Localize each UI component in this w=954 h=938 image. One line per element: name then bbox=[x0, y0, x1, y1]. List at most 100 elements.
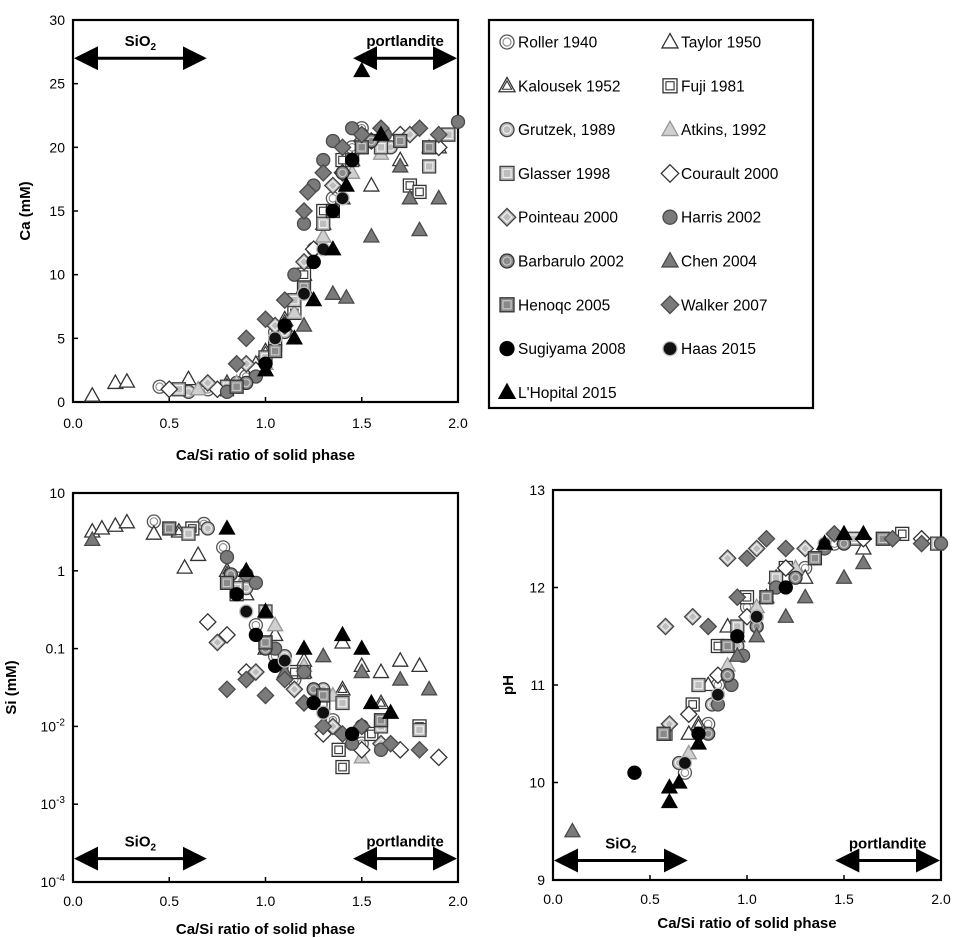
data-point bbox=[306, 695, 321, 711]
legend-marker bbox=[660, 295, 680, 315]
data-point bbox=[277, 318, 292, 333]
data-point bbox=[429, 748, 448, 767]
data-point bbox=[410, 656, 429, 673]
data-point bbox=[118, 513, 136, 529]
data-point bbox=[248, 575, 264, 591]
data-point bbox=[323, 176, 342, 195]
data-point bbox=[83, 530, 101, 547]
data-point bbox=[353, 639, 371, 655]
data-point bbox=[450, 114, 466, 130]
data-point bbox=[679, 705, 698, 724]
data-point bbox=[933, 536, 949, 551]
legend-marker bbox=[660, 32, 680, 49]
legend-marker bbox=[497, 76, 517, 93]
x-tick-label: 2.0 bbox=[931, 891, 951, 907]
legend-label: Walker 2007 bbox=[681, 297, 767, 314]
data-point bbox=[237, 670, 256, 689]
y-axis-label: Si (mM) bbox=[3, 660, 20, 714]
legend-entry: Fuji 1981 bbox=[662, 78, 745, 95]
x-tick-label: 1.0 bbox=[737, 891, 757, 907]
data-point bbox=[162, 521, 177, 536]
data-point bbox=[208, 633, 227, 652]
data-point bbox=[670, 773, 688, 789]
y-tick-label: 0 bbox=[57, 394, 65, 410]
data-point bbox=[656, 726, 671, 741]
data-point bbox=[747, 539, 766, 558]
data-point bbox=[335, 191, 350, 206]
legend-marker bbox=[497, 207, 517, 227]
data-point bbox=[176, 558, 194, 574]
data-point bbox=[335, 695, 350, 711]
legend-label: Roller 1940 bbox=[518, 35, 598, 52]
data-point bbox=[296, 286, 312, 301]
data-point bbox=[759, 590, 774, 605]
x-tick-label: 0.5 bbox=[640, 891, 660, 907]
data-point bbox=[420, 680, 438, 696]
y-tick-label: 12 bbox=[529, 580, 545, 596]
data-point bbox=[757, 529, 776, 548]
data-point bbox=[788, 570, 803, 585]
x-tick-label: 1.5 bbox=[352, 415, 372, 431]
legend-entry: Harris 2002 bbox=[662, 209, 761, 227]
data-point bbox=[718, 549, 737, 568]
data-point bbox=[316, 688, 331, 703]
legend-marker bbox=[499, 297, 515, 313]
data-point bbox=[266, 616, 284, 632]
y-tick-label: 11 bbox=[530, 677, 545, 693]
legend-entry: Taylor 1950 bbox=[660, 32, 762, 52]
data-points bbox=[83, 61, 466, 402]
data-point bbox=[277, 653, 292, 668]
data-point bbox=[287, 267, 302, 282]
data-point bbox=[768, 570, 784, 585]
x-tick-label: 1.5 bbox=[352, 893, 372, 909]
y-tick-label: 15 bbox=[49, 203, 65, 219]
y-axis-label: Ca (mM) bbox=[17, 181, 34, 240]
x-tick-label: 1.0 bbox=[256, 893, 276, 909]
data-point bbox=[344, 121, 360, 136]
data-point bbox=[691, 677, 706, 693]
legend-marker bbox=[662, 78, 678, 94]
data-point bbox=[305, 291, 323, 307]
data-point bbox=[198, 373, 217, 392]
y-tick-label: 10 bbox=[49, 485, 65, 501]
data-point bbox=[362, 176, 380, 192]
data-point bbox=[333, 680, 352, 696]
data-point bbox=[267, 331, 283, 346]
legend-marker bbox=[662, 340, 678, 357]
legend-entry: Haas 2015 bbox=[662, 340, 756, 358]
data-point bbox=[421, 159, 437, 174]
data-point bbox=[720, 668, 735, 683]
legend-label: Harris 2002 bbox=[681, 210, 761, 227]
legend-marker bbox=[499, 340, 515, 357]
data-point bbox=[314, 163, 333, 182]
legend-label: Courault 2000 bbox=[681, 166, 779, 183]
data-point bbox=[316, 705, 331, 720]
data-point bbox=[344, 726, 360, 742]
legend-label: Grutzek, 1989 bbox=[518, 122, 615, 139]
data-point bbox=[189, 545, 207, 562]
legend-entry: Chen 2004 bbox=[660, 251, 757, 271]
data-point bbox=[331, 742, 346, 757]
data-point bbox=[776, 558, 795, 578]
x-tick-label: 0.0 bbox=[543, 891, 563, 907]
data-point bbox=[275, 291, 294, 310]
data-point bbox=[237, 561, 255, 577]
legend-entry: Kalousek 1952 bbox=[497, 76, 621, 95]
x-tick-label: 1.0 bbox=[256, 415, 276, 431]
data-point bbox=[267, 343, 283, 359]
data-point bbox=[429, 125, 448, 144]
data-point bbox=[294, 201, 314, 221]
data-point bbox=[106, 373, 124, 390]
data-point bbox=[324, 284, 342, 300]
data-point bbox=[710, 687, 726, 702]
x-tick-label: 0.0 bbox=[63, 893, 83, 909]
portlandite-label: portlandite bbox=[366, 834, 444, 851]
legend-frame bbox=[487, 18, 815, 410]
data-point bbox=[441, 127, 456, 142]
data-point bbox=[314, 227, 332, 243]
legend-label: Pointeau 2000 bbox=[518, 210, 618, 227]
legend-label: Haas 2015 bbox=[681, 341, 756, 358]
y-tick-label: 10 bbox=[49, 267, 65, 283]
legend-label: Chen 2004 bbox=[681, 254, 757, 271]
data-points bbox=[563, 524, 949, 838]
